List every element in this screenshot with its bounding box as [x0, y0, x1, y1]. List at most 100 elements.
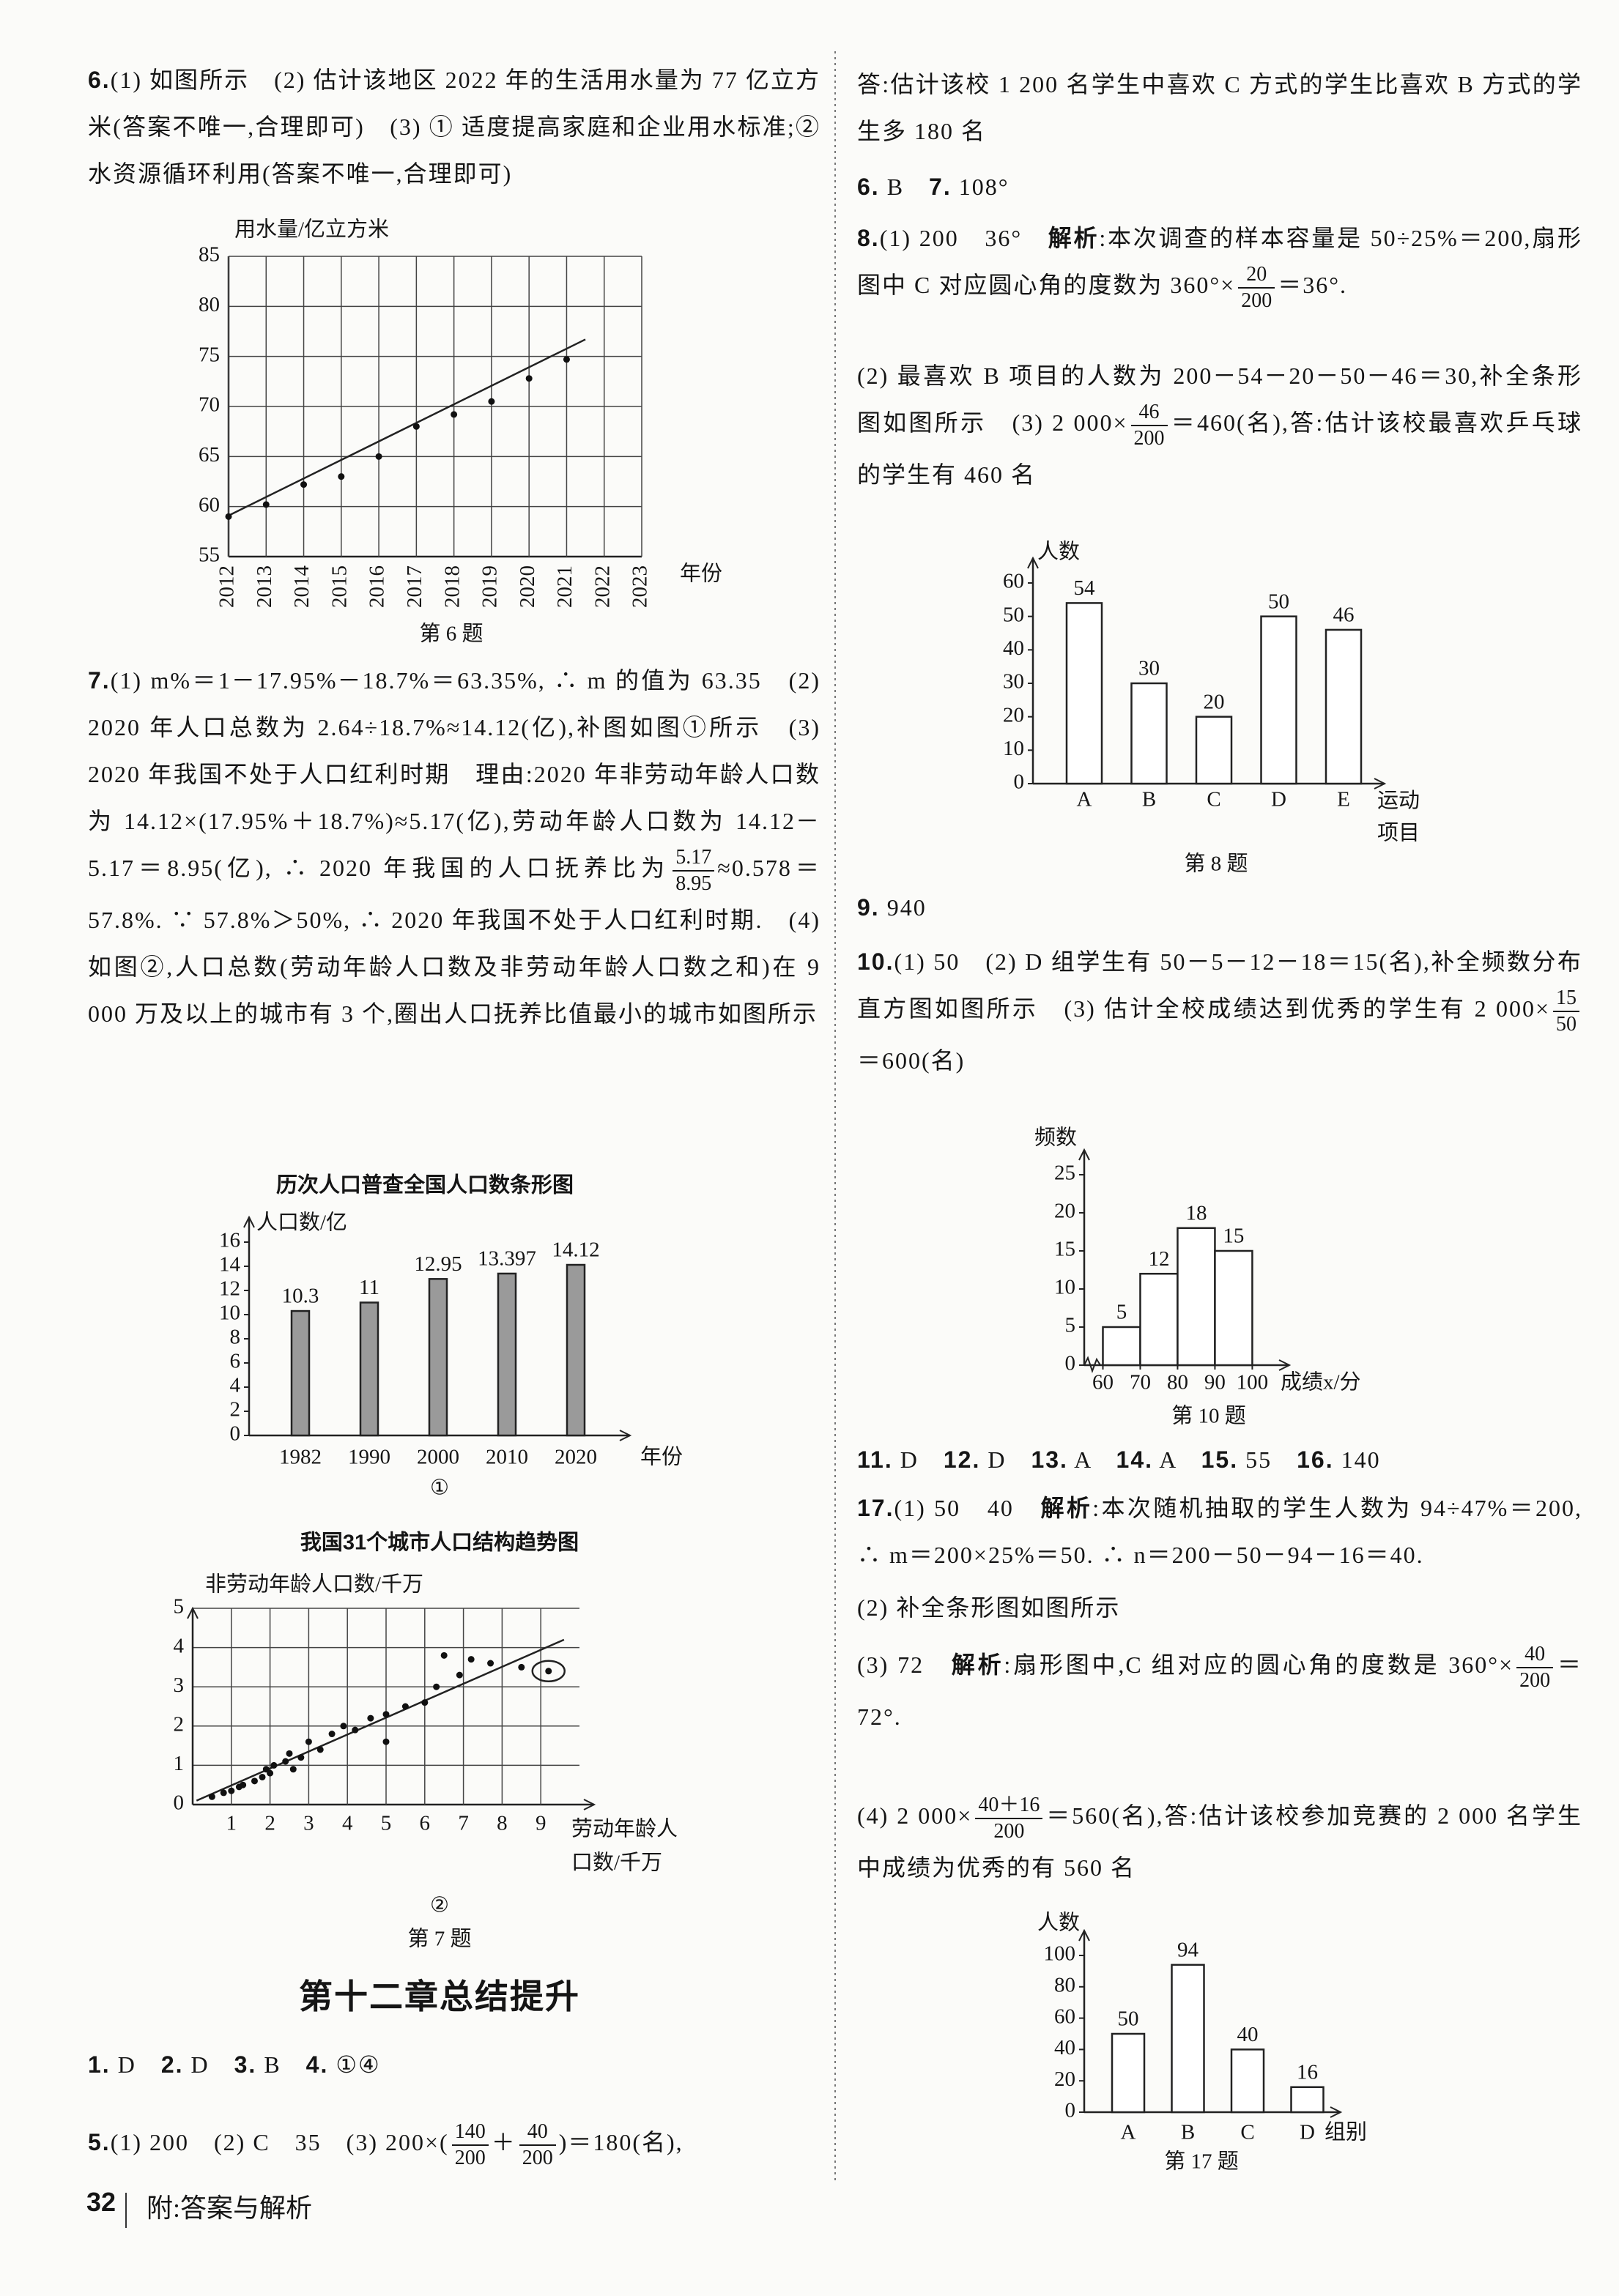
- item-label: 6.: [88, 67, 111, 93]
- text-run: D: [183, 2051, 234, 2078]
- x-tick-label: 8: [497, 1812, 508, 1835]
- data-point: [525, 375, 533, 382]
- answer-paragraph: 9. 940: [857, 884, 1582, 931]
- text-run: (1) m%＝1－17.95%－18.7%＝63.35%, ∴ m 的值为 63…: [88, 667, 820, 881]
- text-run: D: [892, 1446, 944, 1473]
- item-label: 13.: [1031, 1446, 1068, 1473]
- data-point: [267, 1769, 274, 1777]
- y-tick-label: 85: [199, 243, 220, 267]
- data-point: [412, 423, 420, 430]
- y-tick-label: 80: [199, 293, 220, 316]
- answer-paragraph: 6. B 7. 108°: [857, 163, 1582, 210]
- axis-arrow: [187, 1606, 199, 1619]
- text-run: (3) 72: [857, 1652, 952, 1678]
- axis-arrow: [1078, 1148, 1090, 1161]
- numerator: 40＋16: [975, 1793, 1043, 1819]
- data-point: [259, 1773, 266, 1780]
- value-label: 40: [1237, 2023, 1259, 2046]
- text-run: (2) 最喜欢 B 项目的人数为 200－54－20－50－46＝30,补全条形…: [857, 363, 1582, 436]
- value-label: 12: [1148, 1247, 1169, 1271]
- numerator: 15: [1553, 986, 1579, 1012]
- data-point: [563, 356, 570, 363]
- data-point: [440, 1652, 448, 1659]
- axis-arrow: [619, 1430, 632, 1441]
- figure-caption: 第 10 题: [1171, 1404, 1246, 1428]
- data-point: [487, 1660, 494, 1667]
- bar: [1065, 602, 1103, 785]
- text-run: ＝72°.: [857, 1652, 1582, 1730]
- x-tick-label: 90: [1204, 1371, 1226, 1394]
- x-tick-label: 4: [342, 1812, 353, 1835]
- y-axis-label: 人口数/亿: [256, 1211, 347, 1235]
- x-tick-label: 2020: [555, 1446, 597, 1469]
- text-run: (2) 补全条形图如图所示: [857, 1594, 1121, 1621]
- denominator: 50: [1556, 1012, 1577, 1036]
- text-run: 140: [1333, 1446, 1381, 1473]
- item-label: 解析: [1048, 225, 1100, 251]
- item-label: 2.: [160, 2051, 184, 2078]
- bar: [1260, 615, 1297, 785]
- data-point: [421, 1699, 429, 1706]
- answer-paragraph: (3) 72 解析:扇形图中,C 组对应的圆心角的度数是 360°× 40 200 ＝…: [857, 1641, 1582, 1740]
- text-run: A: [1153, 1446, 1201, 1473]
- bar: [1171, 1964, 1205, 2114]
- value-label: 10.3: [282, 1285, 319, 1308]
- text-run: ＋: [491, 2129, 516, 2155]
- x-tick-label: B: [1181, 2121, 1195, 2144]
- y-tick-label: 10: [219, 1301, 240, 1325]
- denominator: 8.95: [675, 872, 712, 895]
- numerator: 5.17: [673, 845, 715, 872]
- item-label: 解析: [951, 1652, 1004, 1678]
- item-label: 8.: [857, 225, 880, 251]
- item-label: 5.: [88, 2129, 111, 2155]
- y-tick-label: 20: [1003, 703, 1024, 727]
- x-axis-label: 年份: [680, 562, 722, 586]
- x-tick-label: 2019: [478, 565, 502, 608]
- data-point: [305, 1738, 312, 1745]
- fraction: 140 200: [451, 2119, 489, 2171]
- value-label: 13.397: [478, 1247, 536, 1271]
- item-label: 17.: [857, 1495, 894, 1521]
- data-point: [352, 1726, 359, 1734]
- figure-caption: 第 7 题: [407, 1927, 471, 1951]
- item-label: 解析: [1040, 1495, 1093, 1521]
- denominator: 200: [1133, 426, 1165, 450]
- bar: [1195, 716, 1233, 785]
- data-point: [225, 513, 232, 520]
- data-point: [338, 473, 345, 480]
- data-point: [467, 1656, 475, 1663]
- value-label: 94: [1177, 1938, 1199, 1961]
- x-tick-label: 2023: [629, 565, 652, 608]
- value-label: 30: [1138, 657, 1160, 680]
- y-tick-label: 10: [1003, 737, 1024, 760]
- answer-paragraph: (2) 补全条形图如图所示: [857, 1584, 1582, 1631]
- x-tick-label: 2012: [215, 565, 239, 608]
- item-label: 6.: [857, 174, 880, 200]
- denominator: 200: [1241, 289, 1272, 312]
- x-tick-label: 2: [264, 1812, 275, 1835]
- item-label: 15.: [1201, 1446, 1239, 1473]
- section-heading: 第十二章总结提升: [299, 1977, 580, 2015]
- value-label: 18: [1185, 1201, 1207, 1225]
- y-tick-label: 12: [219, 1277, 240, 1301]
- text-run: B: [256, 2051, 306, 2078]
- axis-arrow: [583, 1799, 596, 1810]
- x-axis-label: 劳动年龄人: [571, 1817, 678, 1841]
- fraction: 5.17 8.95: [673, 845, 715, 896]
- y-tick-label: 6: [230, 1350, 241, 1373]
- data-point: [300, 481, 308, 488]
- axis-arrow: [243, 1215, 255, 1228]
- x-axis-label: 运动: [1377, 790, 1420, 813]
- y-tick-label: 15: [1054, 1238, 1075, 1261]
- value-label: 54: [1074, 576, 1096, 600]
- item-label: 11.: [857, 1446, 893, 1473]
- x-tick-label: E: [1337, 788, 1350, 811]
- numerator: 40: [519, 2119, 556, 2146]
- x-tick-label: 2020: [516, 565, 539, 608]
- value-label: 46: [1333, 603, 1355, 627]
- y-tick-label: 0: [1065, 2099, 1076, 2122]
- x-tick-label: A: [1121, 2121, 1136, 2144]
- data-point: [375, 453, 382, 460]
- data-point: [433, 1683, 440, 1690]
